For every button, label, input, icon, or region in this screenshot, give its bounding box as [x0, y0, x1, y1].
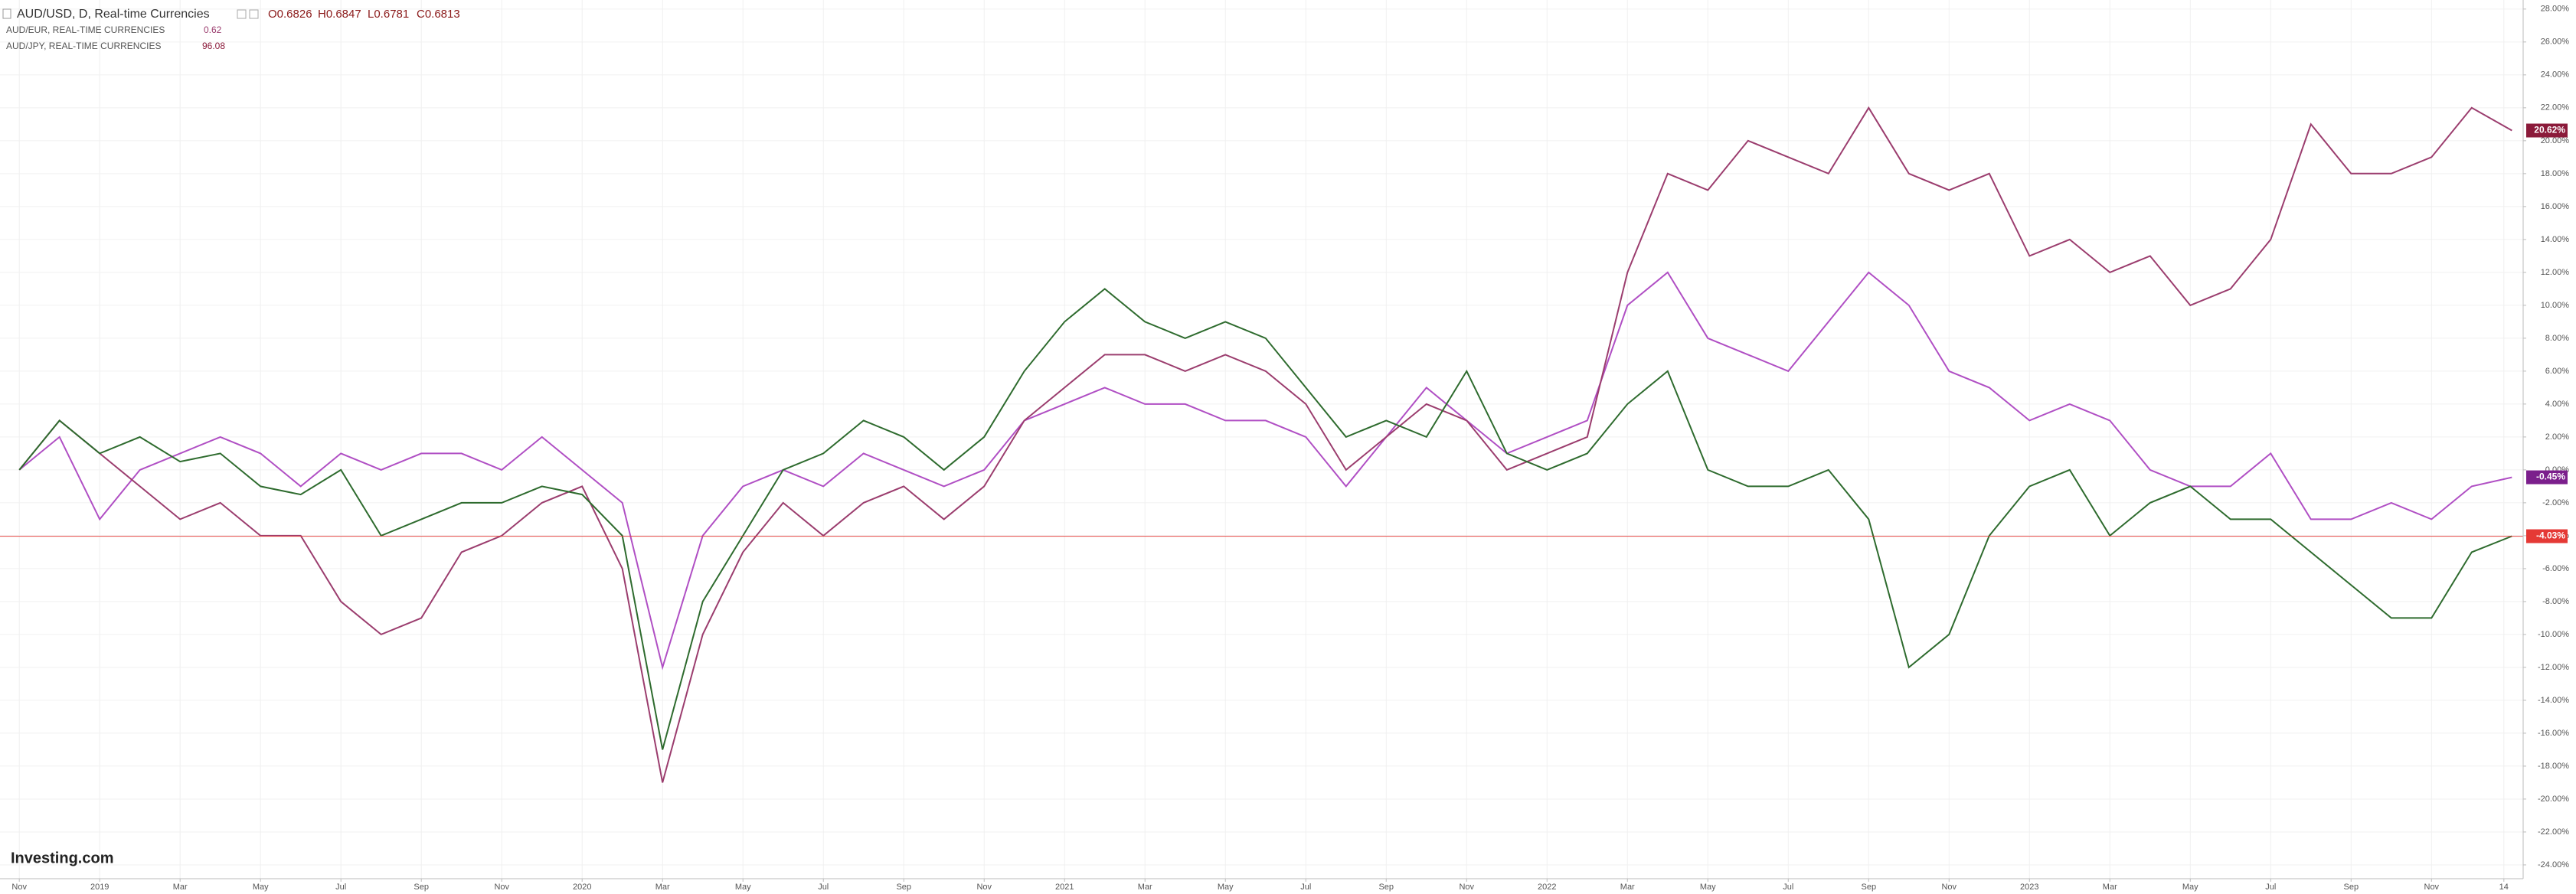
y-tick-label: 26.00%: [2541, 38, 2570, 47]
x-tick-label: Mar: [1620, 883, 1635, 892]
legend-button[interactable]: [249, 9, 259, 19]
x-tick-label: Sep: [2344, 883, 2359, 892]
legend-low: L0.6781: [368, 8, 409, 21]
x-tick-label: Mar: [1138, 883, 1152, 892]
x-tick-label: Sep: [1861, 883, 1876, 892]
price-label: -0.45%: [2536, 471, 2565, 482]
x-tick-label: Sep: [414, 883, 429, 892]
legend-open: O0.6826: [268, 8, 312, 21]
y-tick-label: 16.00%: [2541, 202, 2570, 211]
legend-value: 0.62: [204, 24, 222, 35]
x-tick-label: Jul: [2265, 883, 2276, 892]
y-tick-label: -8.00%: [2542, 597, 2569, 606]
x-tick-label: May: [735, 883, 751, 892]
x-tick-label: Nov: [494, 883, 509, 892]
x-tick-label: Mar: [655, 883, 670, 892]
series-line: [18, 288, 2512, 750]
y-tick-label: 10.00%: [2541, 301, 2570, 310]
x-tick-label: 2022: [1538, 883, 1556, 892]
x-tick-label: May: [1700, 883, 1716, 892]
collapse-icon[interactable]: [2, 8, 11, 19]
y-tick-label: 14.00%: [2541, 235, 2570, 244]
y-tick-label: -14.00%: [2538, 696, 2569, 705]
y-tick-label: -6.00%: [2542, 564, 2569, 573]
y-tick-label: -18.00%: [2538, 762, 2569, 771]
legend-title: AUD/USD, D, Real-time Currencies: [17, 8, 210, 21]
x-tick-label: Mar: [173, 883, 188, 892]
legend-button[interactable]: [237, 9, 247, 19]
y-tick-label: -2.00%: [2542, 498, 2569, 507]
x-tick-label: Jul: [818, 883, 829, 892]
x-tick-label: Nov: [1941, 883, 1957, 892]
price-label-bg: [2526, 470, 2568, 485]
price-label: -4.03%: [2536, 530, 2565, 541]
x-tick-label: Mar: [2103, 883, 2117, 892]
y-tick-label: 2.00%: [2545, 432, 2569, 442]
x-tick-label: 14: [2499, 883, 2509, 892]
x-tick-label: Jul: [1300, 883, 1311, 892]
plot-area: [0, 106, 2523, 783]
y-tick-label: 18.00%: [2541, 169, 2570, 178]
price-label: 20.62%: [2534, 125, 2565, 135]
x-tick-label: Sep: [896, 883, 911, 892]
legend-close: C0.6813: [417, 8, 460, 21]
legend-value: 96.08: [202, 41, 225, 51]
y-tick-label: -20.00%: [2538, 794, 2569, 804]
y-tick-label: -12.00%: [2538, 663, 2569, 672]
series-line: [18, 106, 2512, 783]
legend-series: AUD/JPY, REAL-TIME CURRENCIES: [6, 41, 161, 51]
legend-high: H0.6847: [318, 8, 361, 21]
logo: Investing.com: [11, 850, 113, 866]
legend-buttons: [237, 9, 259, 19]
x-tick-label: May: [1218, 883, 1234, 892]
x-tick-label: May: [2182, 883, 2198, 892]
grid: [0, 0, 2523, 879]
x-tick-label: Nov: [11, 883, 27, 892]
legend: AUD/USD, D, Real-time Currencies O0.6826…: [2, 8, 460, 51]
y-tick-label: 24.00%: [2541, 70, 2570, 80]
y-tick-label: -16.00%: [2538, 729, 2569, 738]
x-tick-label: 2023: [2020, 883, 2038, 892]
x-tick-label: 2020: [573, 883, 591, 892]
x-tick-label: Nov: [2424, 883, 2440, 892]
y-tick-label: 4.00%: [2545, 400, 2569, 409]
x-tick-label: 2021: [1055, 883, 1074, 892]
series-line: [18, 271, 2512, 670]
axes: 28.00% 26.00% 24.00% 22.00% 20.00% 18.00% 16.0…: [11, 5, 2569, 892]
y-tick-label: 8.00%: [2545, 334, 2569, 343]
x-tick-label: May: [253, 883, 269, 892]
x-tick-label: Nov: [976, 883, 992, 892]
x-tick-label: Jul: [335, 883, 346, 892]
x-tick-label: Nov: [1459, 883, 1474, 892]
x-tick-label: Jul: [1783, 883, 1793, 892]
x-tick-label: Sep: [1378, 883, 1394, 892]
y-tick-label: -22.00%: [2538, 827, 2569, 837]
y-tick-label: 22.00%: [2541, 103, 2570, 113]
x-tick-label: 2019: [90, 883, 109, 892]
legend-series: AUD/EUR, REAL-TIME CURRENCIES: [6, 24, 165, 35]
y-tick-label: 12.00%: [2541, 268, 2570, 277]
y-tick-label: 28.00%: [2541, 5, 2570, 14]
y-tick-label: 20.00%: [2541, 136, 2570, 145]
y-tick-label: 6.00%: [2545, 367, 2569, 376]
price-label-bg: [2526, 529, 2568, 543]
price-label-bg: [2526, 123, 2568, 138]
y-tick-label: -24.00%: [2538, 860, 2569, 870]
y-tick-label: -10.00%: [2538, 630, 2569, 639]
